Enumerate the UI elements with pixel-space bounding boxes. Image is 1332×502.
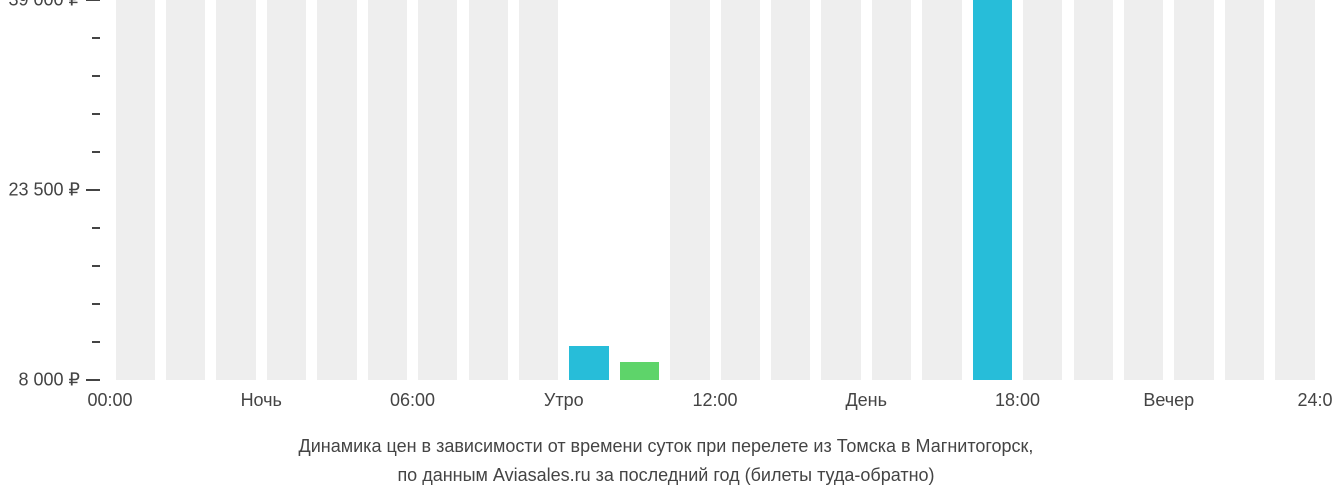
price-bar xyxy=(267,0,306,380)
x-tick-label: 24:00 xyxy=(1297,390,1332,411)
plot-area xyxy=(110,0,1320,380)
y-tick-minor xyxy=(92,227,100,229)
y-tick-minor xyxy=(92,341,100,343)
y-tick-minor xyxy=(92,37,100,39)
price-bar xyxy=(469,0,508,380)
caption-line-1: Динамика цен в зависимости от времени су… xyxy=(0,432,1332,461)
y-axis: 39 000 ₽23 500 ₽8 000 ₽ xyxy=(0,0,110,380)
y-tick-mark xyxy=(86,379,100,381)
bar-slot xyxy=(1270,0,1320,380)
bars-container xyxy=(110,0,1320,380)
price-bar xyxy=(418,0,457,380)
price-bar xyxy=(872,0,911,380)
price-bar xyxy=(922,0,961,380)
price-bar xyxy=(216,0,255,380)
x-tick-label: 12:00 xyxy=(692,390,737,411)
y-tick-mark xyxy=(86,0,100,1)
chart-caption: Динамика цен в зависимости от времени су… xyxy=(0,432,1332,490)
x-tick-label: Ночь xyxy=(241,390,282,411)
y-tick-minor xyxy=(92,113,100,115)
caption-line-2: по данным Aviasales.ru за последний год … xyxy=(0,461,1332,490)
bar-slot xyxy=(211,0,261,380)
y-tick-label: 23 500 ₽ xyxy=(8,180,80,201)
bar-slot xyxy=(413,0,463,380)
price-bar xyxy=(569,346,608,380)
y-tick-mark xyxy=(86,189,100,191)
price-bar xyxy=(368,0,407,380)
bar-slot xyxy=(513,0,563,380)
bar-slot xyxy=(715,0,765,380)
y-tick-minor xyxy=(92,151,100,153)
y-tick-label: 8 000 ₽ xyxy=(19,370,81,391)
bar-slot xyxy=(917,0,967,380)
price-bar xyxy=(670,0,709,380)
x-tick-label: 18:00 xyxy=(995,390,1040,411)
bar-slot xyxy=(261,0,311,380)
price-bar xyxy=(1174,0,1213,380)
price-bar xyxy=(317,0,356,380)
x-axis: 00:00Ночь06:00Утро12:00День18:00Вечер24:… xyxy=(110,380,1320,420)
x-tick-label: День xyxy=(845,390,887,411)
x-tick-label: Утро xyxy=(544,390,584,411)
bar-slot xyxy=(816,0,866,380)
y-tick-minor xyxy=(92,75,100,77)
bar-slot xyxy=(614,0,664,380)
price-bar xyxy=(821,0,860,380)
price-bar xyxy=(1074,0,1113,380)
price-bar xyxy=(116,0,155,380)
bar-slot xyxy=(765,0,815,380)
price-bar xyxy=(771,0,810,380)
y-tick-minor xyxy=(92,303,100,305)
bar-slot xyxy=(1068,0,1118,380)
bar-slot xyxy=(160,0,210,380)
price-bar xyxy=(1275,0,1314,380)
bar-slot xyxy=(312,0,362,380)
bar-slot xyxy=(1118,0,1168,380)
price-bar xyxy=(1124,0,1163,380)
price-bar xyxy=(1225,0,1264,380)
y-tick-label: 39 000 ₽ xyxy=(8,0,80,11)
bar-slot xyxy=(463,0,513,380)
price-bar xyxy=(973,0,1012,380)
bar-slot xyxy=(967,0,1017,380)
bar-slot xyxy=(866,0,916,380)
price-by-hour-chart: 39 000 ₽ 23 500 ₽ 8 000 ₽ 00:00 Ночь 06:00 Ут… xyxy=(0,0,1332,502)
bar-slot xyxy=(564,0,614,380)
bar-slot xyxy=(362,0,412,380)
bar-slot xyxy=(665,0,715,380)
bar-slot xyxy=(1169,0,1219,380)
price-bar xyxy=(721,0,760,380)
bar-slot xyxy=(1219,0,1269,380)
x-tick-label: Вечер xyxy=(1143,390,1194,411)
price-bar xyxy=(1023,0,1062,380)
price-bar xyxy=(519,0,558,380)
price-bar xyxy=(620,362,659,380)
x-tick-label: 00:00 xyxy=(87,390,132,411)
price-bar xyxy=(166,0,205,380)
bar-slot xyxy=(1018,0,1068,380)
x-tick-label: 06:00 xyxy=(390,390,435,411)
bar-slot xyxy=(110,0,160,380)
y-tick-minor xyxy=(92,265,100,267)
